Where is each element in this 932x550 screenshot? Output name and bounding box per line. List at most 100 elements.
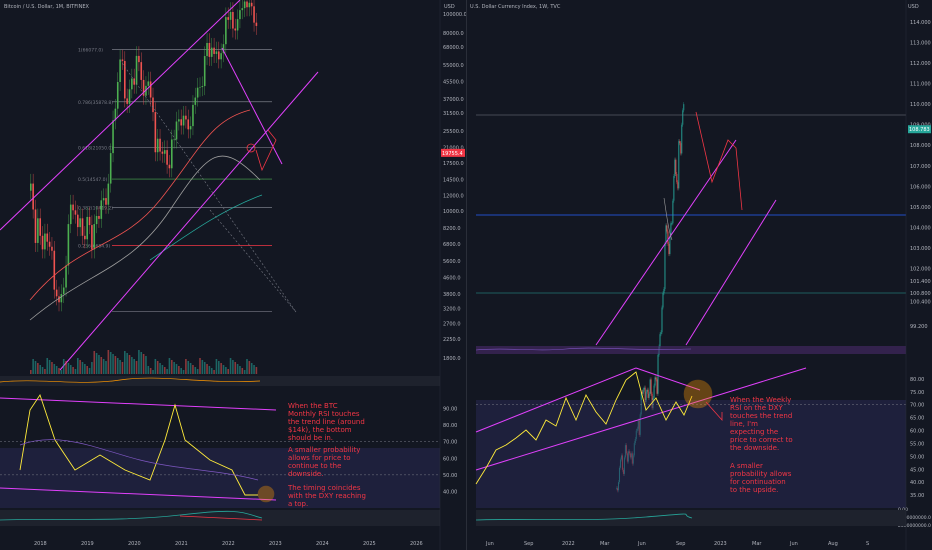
dxy-y-tick: 114.000 [910, 20, 931, 26]
dxy-rsi-y-tick: 35.00 [910, 493, 924, 499]
btc-volume-bar [171, 360, 173, 374]
btc-volume-bar [194, 367, 197, 374]
dxy-rsi-y-tick: 55.00 [910, 441, 924, 447]
btc-volume-bar [60, 370, 63, 374]
dxy-chart-pane[interactable]: 114.000113.000112.000111.000110.000109.0… [466, 0, 932, 550]
btc-candle [229, 11, 232, 20]
btc-volume-bar [107, 350, 110, 374]
btc-candle [243, 1, 246, 9]
dxy-candle [678, 141, 680, 189]
dxy-candle [674, 159, 676, 177]
dxy-x-tick: Sep [524, 541, 533, 547]
dxy-candle [673, 176, 675, 201]
btc-volume-bar [105, 361, 107, 374]
btc-volume-bar [189, 363, 192, 374]
btc-candle [100, 200, 103, 219]
dxy-candle [672, 200, 674, 224]
btc-candle [189, 126, 192, 130]
btc-candle [67, 224, 70, 266]
btc-candle [95, 216, 98, 225]
btc-y-tick: 25500.0 [443, 129, 464, 135]
dxy-chart[interactable]: 114.000113.000112.000111.000110.000109.0… [466, 0, 932, 550]
btc-volume-bar [114, 356, 117, 374]
btc-candle [84, 235, 86, 240]
btc-volume-bar [39, 365, 41, 374]
btc-rsi-y-tick: 70.00 [443, 440, 457, 446]
dxy-candle [677, 182, 679, 189]
dxy-candle [649, 379, 651, 394]
btc-rsi-line [19, 393, 258, 496]
btc-chart-pane[interactable]: 100000.0 80000.0 68000.0 55000.0 45500.0 3700… [0, 0, 466, 550]
btc-volume-bar [234, 362, 237, 374]
dxy-x-tick: Aug [828, 541, 838, 547]
btc-rsi-y-tick: 80.00 [443, 423, 457, 429]
btc-candle [239, 10, 241, 20]
btc-chart-title: Bitcoin / U.S. Dollar, 1M, BITFINEX [4, 4, 89, 10]
btc-volume-bar [220, 363, 222, 374]
btc-volume-bar [58, 368, 60, 374]
dxy-candle [669, 235, 671, 255]
btc-volume-bar [91, 362, 93, 374]
btc-rsi-y-tick: 40.00 [443, 489, 457, 495]
btc-volume-bar [93, 351, 96, 374]
dxy-rsi-y-tick: 40.00 [910, 480, 924, 486]
btc-channel-upper [0, 0, 241, 231]
btc-candle [192, 104, 194, 127]
btc-y-tick: 6800.0 [443, 242, 461, 248]
btc-candle [236, 19, 239, 31]
btc-y-tick: 31500.0 [443, 111, 464, 117]
pane-divider[interactable] [466, 0, 467, 550]
btc-candle [218, 51, 220, 60]
btc-candle [250, 2, 253, 7]
btc-x-tick: 2018 [34, 541, 47, 547]
dxy-candle [662, 293, 664, 308]
btc-volume-bar [34, 361, 37, 374]
dxy-x-tick: Mar [600, 541, 610, 547]
btc-dotted-diag-2 [209, 209, 297, 313]
btc-candle [210, 47, 213, 57]
btc-candle [102, 198, 105, 201]
dxy-candle [667, 231, 669, 244]
btc-volume-bar [243, 370, 246, 374]
btc-candle [86, 216, 88, 240]
dxy-rsi-lower-line [475, 367, 807, 471]
btc-volume-bar [30, 370, 32, 374]
btc-candle [208, 42, 211, 57]
btc-candle [168, 164, 171, 169]
dxy-rsi-upper-line [475, 367, 637, 433]
btc-candle [154, 112, 157, 153]
btc-y-tick: 80000.0 [443, 31, 464, 37]
btc-channel-lower [59, 71, 319, 371]
btc-candle [246, 1, 248, 8]
btc-volume-bar [72, 367, 74, 374]
btc-volume-bar [102, 359, 105, 374]
btc-volume-bar [229, 358, 232, 374]
btc-chart[interactable]: 100000.0 80000.0 68000.0 55000.0 45500.0 3700… [0, 0, 466, 550]
btc-candle [225, 17, 227, 45]
btc-x-tick: 2021 [175, 541, 188, 547]
btc-candle [55, 289, 58, 297]
btc-volume-bar [239, 366, 241, 374]
btc-x-tick: 2022 [222, 541, 235, 547]
btc-volume-bar [51, 362, 53, 374]
btc-candle [253, 6, 255, 23]
btc-price-badge: 19755.4 [442, 151, 463, 157]
btc-candle [213, 47, 215, 54]
dxy-candle [659, 334, 661, 347]
btc-volume-bar [196, 369, 199, 374]
dxy-candle [668, 243, 670, 255]
dxy-x-tick: 2022 [562, 541, 575, 547]
btc-volume-bar [156, 361, 159, 374]
dxy-volume-tick: 2000000000.0 [898, 523, 931, 529]
btc-candle [173, 139, 175, 141]
dxy-candle [642, 389, 644, 394]
btc-y-tick: 55000.0 [443, 63, 464, 69]
dxy-candle [646, 389, 648, 392]
btc-candle [180, 119, 182, 126]
btc-volume-bar [175, 364, 178, 374]
btc-y-tick: 100000.0 [443, 12, 466, 18]
btc-volume-bar [81, 362, 84, 374]
btc-volume-bar [98, 355, 100, 374]
btc-volume-bar [124, 351, 126, 374]
btc-volume-bar [95, 353, 98, 374]
